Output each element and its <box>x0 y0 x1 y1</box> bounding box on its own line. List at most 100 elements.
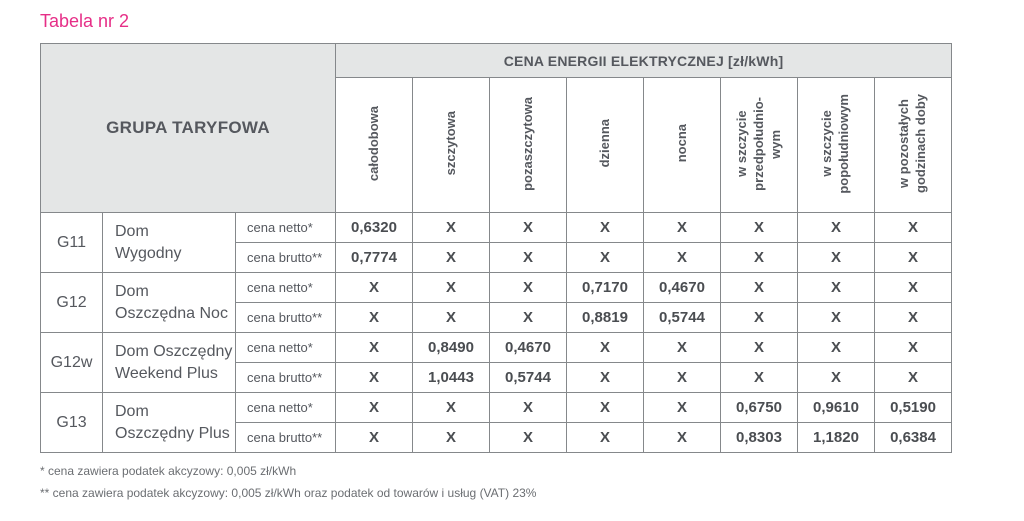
group-code: G12w <box>40 332 103 393</box>
table-row: G12w Dom Oszczędny Weekend Plus cena net… <box>40 332 953 393</box>
value-cell: X <box>873 272 953 303</box>
col-header-label: całodobowa <box>365 105 381 182</box>
table-row: G12 Dom Oszczędna Noc cena netto* X X X … <box>40 272 953 333</box>
tariff-price-table: GRUPA TARYFOWA CENA ENERGII ELEKTRYCZNEJ… <box>40 43 953 453</box>
value-cell: X <box>335 362 413 393</box>
group-name: Dom Oszczędny Plus <box>102 392 236 453</box>
value-cell: X <box>489 392 567 423</box>
value-cell: X <box>412 242 490 273</box>
group-name: Dom Oszczędny Weekend Plus <box>102 332 236 393</box>
col-header-szczyt-przedpoludniowy: w szczycie przedpołudnio- wym <box>720 77 798 213</box>
value-cell: X <box>566 392 644 423</box>
value-cell: 0,4670 <box>489 332 567 363</box>
value-cell: X <box>412 212 490 243</box>
table-row: cena brutto** X X X 0,8819 0,5744 X X X <box>41 302 953 333</box>
col-header-dzienna: dzienna <box>566 77 644 213</box>
price-type-label: cena netto* <box>235 392 336 423</box>
value-cell: X <box>873 212 953 243</box>
value-cell: X <box>797 332 875 363</box>
value-cell: X <box>489 302 567 333</box>
value-cell: X <box>720 362 798 393</box>
value-cell: 0,6384 <box>873 422 953 453</box>
value-cell: X <box>643 362 721 393</box>
value-cell: X <box>566 212 644 243</box>
value-cell: X <box>720 302 798 333</box>
value-cell: X <box>643 392 721 423</box>
price-type-label: cena brutto** <box>235 302 336 333</box>
footnote-brutto: ** cena zawiera podatek akcyzowy: 0,005 … <box>40 486 537 501</box>
value-cell: X <box>489 242 567 273</box>
table-row: G13 Dom Oszczędny Plus cena netto* X X X… <box>40 392 953 453</box>
value-cell: X <box>720 242 798 273</box>
value-cell: X <box>797 212 875 243</box>
value-cell: 0,7774 <box>335 242 413 273</box>
value-cell: X <box>720 212 798 243</box>
value-cell: X <box>566 362 644 393</box>
price-type-label: cena netto* <box>235 212 336 243</box>
col-header-szczytowa: szczytowa <box>412 77 490 213</box>
value-cell: X <box>412 302 490 333</box>
value-cell: X <box>797 242 875 273</box>
col-header-label: dzienna <box>596 119 612 168</box>
group-code: G12 <box>40 272 103 333</box>
value-cell: X <box>643 242 721 273</box>
table-title: Tabela nr 2 <box>40 11 130 31</box>
value-cell: 1,0443 <box>412 362 490 393</box>
value-cell: X <box>643 332 721 363</box>
price-type-label: cena brutto** <box>235 422 336 453</box>
value-cell: X <box>566 332 644 363</box>
table-row: G11 Dom Wygodny cena netto* 0,6320 X X X… <box>40 212 953 273</box>
value-cell: 1,1820 <box>797 422 875 453</box>
value-cell: 0,6750 <box>720 392 798 423</box>
value-cell: X <box>566 242 644 273</box>
value-cell: X <box>797 272 875 303</box>
value-cell: X <box>412 392 490 423</box>
value-cell: 0,7170 <box>566 272 644 303</box>
corner-header-grupa-taryfowa: GRUPA TARYFOWA <box>40 43 336 213</box>
value-cell: 0,6320 <box>335 212 413 243</box>
col-header-pozostale-godziny: w pozostałych godzinach doby <box>873 77 953 213</box>
page: Tabela nr 2 GRUPA TARYFOWA CENA ENERGII … <box>40 11 1024 504</box>
group-code: G13 <box>40 392 103 453</box>
col-header-label: nocna <box>673 124 689 163</box>
value-cell: 0,9610 <box>797 392 875 423</box>
value-cell: X <box>335 332 413 363</box>
col-header-label: pozaszczytowa <box>519 96 535 191</box>
footnotes: * cena zawiera podatek akcyzowy: 0,005 z… <box>40 460 1024 504</box>
value-cell: 0,8819 <box>566 302 644 333</box>
col-header-label: w pozostałych godzinach doby <box>896 94 929 193</box>
value-cell: X <box>873 362 953 393</box>
value-cell: X <box>412 272 490 303</box>
value-cell: X <box>335 302 413 333</box>
main-header-cena-energii: CENA ENERGII ELEKTRYCZNEJ [zł/kWh] <box>334 43 953 78</box>
value-cell: X <box>335 272 413 303</box>
col-header-label: w szczycie przedpołudnio- wym <box>733 96 783 191</box>
value-cell: X <box>873 332 953 363</box>
value-cell: 0,5744 <box>643 302 721 333</box>
col-header-szczyt-popoludniowy: w szczycie popołudniowym <box>797 77 875 213</box>
price-type-label: cena netto* <box>235 272 336 303</box>
group-name: Dom Wygodny <box>102 212 236 273</box>
group-code: G11 <box>40 212 103 273</box>
value-cell: 0,8303 <box>720 422 798 453</box>
value-cell: X <box>873 242 953 273</box>
col-header-label: szczytowa <box>442 111 458 176</box>
value-cell: 0,8490 <box>412 332 490 363</box>
group-name: Dom Oszczędna Noc <box>102 272 236 333</box>
value-cell: X <box>643 212 721 243</box>
value-cell: 0,5744 <box>489 362 567 393</box>
value-cell: X <box>489 272 567 303</box>
value-cell: X <box>566 422 644 453</box>
price-type-label: cena brutto** <box>235 362 336 393</box>
value-cell: X <box>412 422 490 453</box>
price-type-label: cena brutto** <box>235 242 336 273</box>
col-header-nocna: nocna <box>643 77 721 213</box>
table-row: cena brutto** X X X X X 0,8303 1,1820 0,… <box>41 422 953 453</box>
value-cell: X <box>489 422 567 453</box>
col-header-label: w szczycie popołudniowym <box>819 93 851 194</box>
value-cell: X <box>720 332 798 363</box>
col-header-pozaszczytowa: pozaszczytowa <box>489 77 567 213</box>
footnote-netto: * cena zawiera podatek akcyzowy: 0,005 z… <box>40 464 297 478</box>
table-row: cena brutto** 0,7774 X X X X X X X <box>41 242 953 273</box>
col-header-calodobowa: całodobowa <box>335 77 413 213</box>
